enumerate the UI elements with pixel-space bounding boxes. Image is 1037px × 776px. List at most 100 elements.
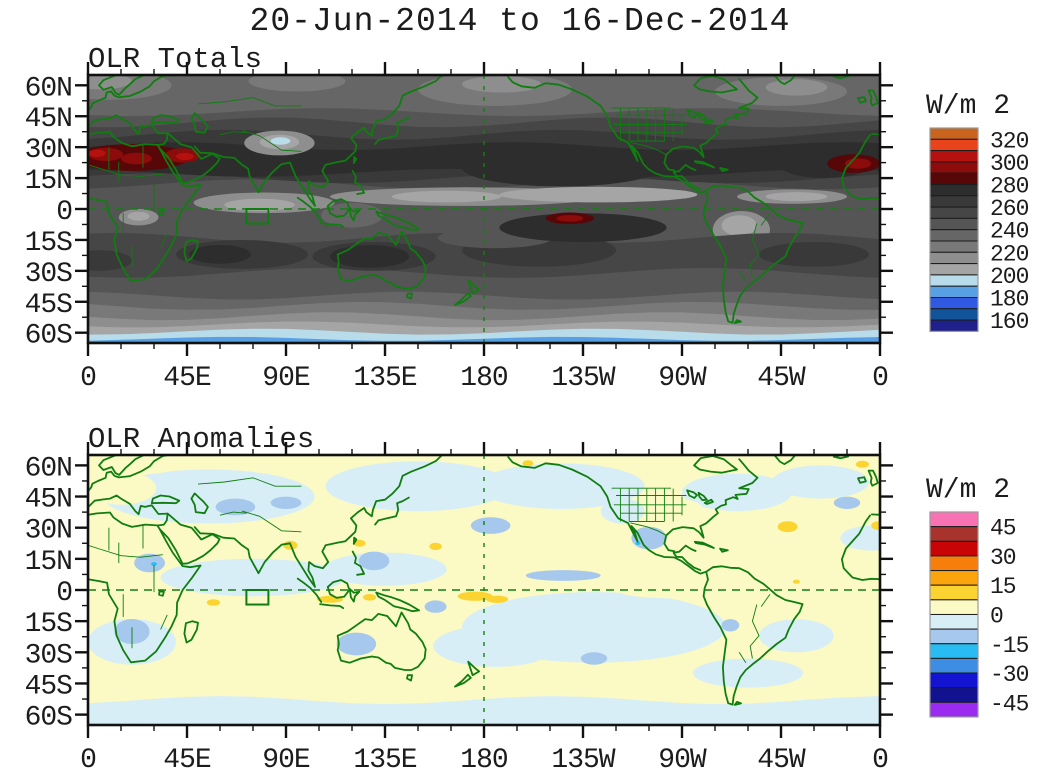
olr-anomalies-map — [88, 455, 880, 725]
coastline — [686, 489, 698, 499]
coastline — [454, 292, 472, 306]
coastline — [88, 455, 170, 493]
coastline — [375, 591, 420, 613]
country-border — [160, 233, 168, 249]
index-box — [245, 208, 270, 225]
panel1-title: OLR Totals — [88, 43, 262, 76]
colorbar-cell — [929, 584, 979, 601]
coastline — [352, 156, 358, 165]
colorbar-cell — [929, 206, 979, 219]
colorbar-cell — [929, 308, 979, 321]
anomalies-colorbar: 45 30 15 0 -15 -30 -45 — [929, 511, 1030, 718]
coastline — [351, 550, 365, 576]
coastline — [467, 660, 481, 677]
colorbar-tick-label: 0 — [990, 604, 1003, 630]
coastline — [406, 292, 413, 300]
lon-tick-label: 180 — [460, 363, 508, 394]
coastline — [672, 544, 702, 571]
coastline — [693, 540, 715, 549]
colorbar-tick-label: 280 — [990, 174, 1029, 200]
colorbar-cell — [929, 613, 979, 630]
colorbar-tick-label: 180 — [990, 287, 1029, 313]
lat-tick-label: 45S — [25, 290, 73, 321]
coastline — [719, 547, 729, 553]
coastline — [375, 210, 420, 231]
lon-tick-label: 0 — [80, 363, 96, 394]
coastline — [693, 455, 738, 474]
panel1-colorbar-units: W/m 2 — [926, 91, 1010, 122]
coastline — [867, 469, 879, 487]
coastline — [190, 492, 209, 515]
country-border — [738, 270, 747, 282]
index-box — [245, 589, 270, 606]
country-border — [749, 223, 760, 278]
lon-tick-label: 0 — [872, 363, 888, 394]
coastline — [150, 494, 181, 505]
coastline — [703, 498, 714, 505]
lat-tick-label: 15S — [25, 228, 73, 259]
coastline — [88, 494, 169, 527]
colorbar-cell — [929, 526, 979, 542]
country-border — [760, 212, 771, 226]
country-border — [630, 141, 667, 156]
coastline — [507, 456, 706, 575]
country-border — [197, 97, 302, 107]
coastline — [697, 491, 708, 501]
coastline — [454, 673, 472, 688]
coastline — [467, 279, 481, 295]
lon-tick-label: 45W — [757, 363, 806, 394]
colorbar-cell — [929, 540, 979, 557]
lon-tick-label: 90E — [262, 745, 310, 776]
coastline — [773, 455, 797, 465]
coastline — [702, 565, 804, 706]
coastline — [193, 455, 444, 588]
colorbar-tick-label: 15 — [990, 574, 1016, 600]
country-border — [219, 131, 247, 136]
lon-tick-label: 45W — [757, 745, 806, 776]
lon-tick-label: 90W — [658, 363, 707, 394]
coastline — [703, 118, 714, 125]
coastline — [348, 588, 361, 603]
lon-tick-label: 135E — [353, 745, 416, 776]
colorbar-cell — [929, 172, 979, 185]
colorbar-tick-label: 240 — [990, 219, 1029, 245]
coastline — [841, 134, 880, 200]
coastline — [857, 96, 867, 104]
colorbar-cell — [929, 511, 979, 528]
coastline — [697, 111, 708, 121]
lat-tick-label: 30N — [25, 516, 72, 547]
coastline — [686, 109, 698, 119]
colorbar-cell — [929, 570, 979, 586]
lat-tick-label: 15S — [25, 609, 73, 640]
lat-tick-label: 60N — [25, 453, 72, 484]
coastline — [693, 160, 715, 169]
panel2-title: OLR Anomalies — [88, 423, 314, 456]
lon-tick-label: 135E — [353, 363, 416, 394]
colorbar-cell — [929, 263, 979, 276]
colorbar-cell — [929, 184, 979, 197]
lon-tick-label: 90W — [658, 745, 707, 776]
colorbar-cell — [929, 138, 979, 152]
lat-tick-label: 60S — [25, 703, 73, 734]
coastline — [150, 114, 181, 124]
coastline — [719, 167, 729, 172]
colorbar-cell — [929, 687, 979, 703]
lat-tick-label: 45S — [25, 671, 73, 702]
lon-tick-label: 45E — [163, 745, 211, 776]
coastline — [336, 611, 427, 671]
colorbar-cell — [929, 319, 979, 332]
main-title: 20-Jun-2014 to 16-Dec-2014 — [250, 3, 791, 40]
country-border — [749, 604, 760, 659]
coastline — [773, 75, 797, 85]
coastline — [88, 114, 169, 146]
coastline — [336, 230, 427, 290]
country-border — [630, 522, 667, 536]
coastline — [98, 455, 145, 476]
coastline — [857, 476, 867, 484]
colorbar-tick-label: -15 — [990, 633, 1029, 659]
lat-tick-label: 45N — [25, 104, 72, 135]
colorbar-tick-label: 320 — [990, 128, 1029, 154]
coastline — [158, 209, 165, 216]
coastline — [374, 116, 410, 145]
